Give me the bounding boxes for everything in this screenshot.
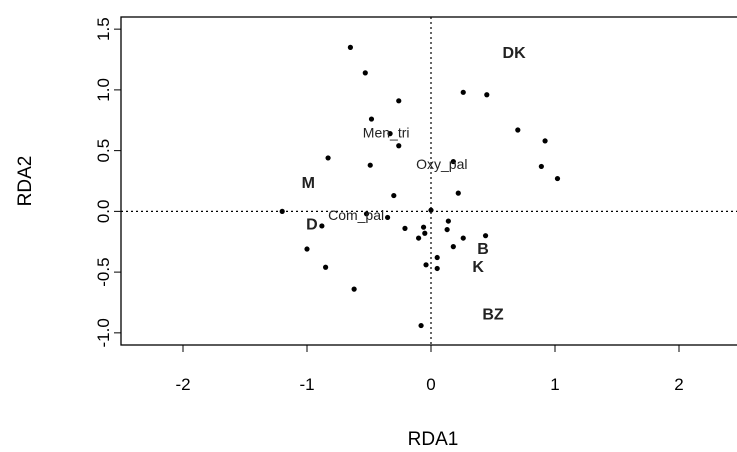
- site-point: [428, 207, 434, 213]
- y-tick-label: 0.5: [94, 139, 113, 163]
- site-point: [538, 163, 544, 170]
- site-point: [422, 230, 428, 236]
- site-point: [420, 224, 427, 230]
- site-labels: DK M D BK BZ: [302, 45, 527, 323]
- y-tick-label: -0.5: [94, 257, 113, 286]
- site-point: [402, 225, 408, 231]
- x-tick-label: 1: [550, 375, 559, 394]
- site-point: [362, 70, 368, 76]
- site-point: [482, 233, 489, 239]
- site-point: [515, 127, 521, 133]
- site-point: [444, 226, 450, 233]
- site-point: [351, 286, 357, 292]
- species-label: Men_tri: [363, 124, 410, 140]
- site-point: [304, 246, 310, 252]
- site-label: D: [306, 217, 318, 234]
- plot-border: [120, 16, 737, 346]
- site-point: [416, 235, 422, 241]
- species-label: Com_pal: [328, 207, 384, 223]
- site-point: [363, 211, 370, 217]
- y-tick-label: 0.0: [94, 200, 113, 224]
- site-point: [347, 44, 353, 50]
- x-tick-label: 0: [426, 375, 435, 394]
- plot-frame: [120, 16, 737, 346]
- site-point: [325, 155, 331, 161]
- site-point: [396, 143, 402, 149]
- site-point: [445, 218, 451, 224]
- site-label: K: [472, 259, 484, 276]
- y-axis-title: RDA2: [15, 156, 36, 207]
- x-axis-title: RDA1: [408, 429, 459, 450]
- site-point: [542, 138, 548, 144]
- site-point: [387, 131, 393, 137]
- site-point: [367, 162, 373, 168]
- site-point: [460, 235, 466, 241]
- site-label: BZ: [482, 306, 504, 323]
- site-label: B: [477, 241, 489, 258]
- y-axis: -1.0 -0.5 0.0 0.5 1.0 1.5: [94, 17, 122, 348]
- site-point: [450, 244, 456, 250]
- x-tick-label: -1: [299, 375, 314, 394]
- reference-lines: [121, 17, 737, 345]
- site-points: [279, 44, 561, 329]
- site-point: [423, 262, 429, 268]
- site-point: [450, 158, 456, 165]
- species-label: Oxy_pal: [416, 156, 467, 172]
- site-point: [385, 214, 391, 221]
- x-tick-label: 2: [674, 375, 683, 394]
- site-label: DK: [503, 45, 527, 62]
- site-point: [434, 254, 440, 261]
- x-tick-label: -2: [175, 375, 190, 394]
- y-tick-label: -1.0: [94, 318, 113, 347]
- species-labels: Men_tri Oxy_pal Com_pal: [328, 124, 467, 223]
- site-point: [368, 116, 375, 122]
- site-point: [418, 322, 424, 329]
- site-point: [319, 223, 325, 229]
- site-point: [460, 89, 466, 95]
- site-point: [455, 190, 461, 196]
- site-point: [554, 175, 561, 182]
- site-point: [391, 192, 397, 199]
- site-point: [323, 264, 329, 270]
- site-point: [484, 92, 490, 98]
- site-label: M: [302, 175, 315, 192]
- site-point: [434, 265, 440, 272]
- y-tick-label: 1.5: [94, 17, 113, 41]
- site-point: [396, 98, 402, 104]
- y-tick-label: 1.0: [94, 78, 113, 102]
- site-point: [279, 208, 285, 214]
- x-axis: -2 -1 0 1 2: [175, 344, 684, 394]
